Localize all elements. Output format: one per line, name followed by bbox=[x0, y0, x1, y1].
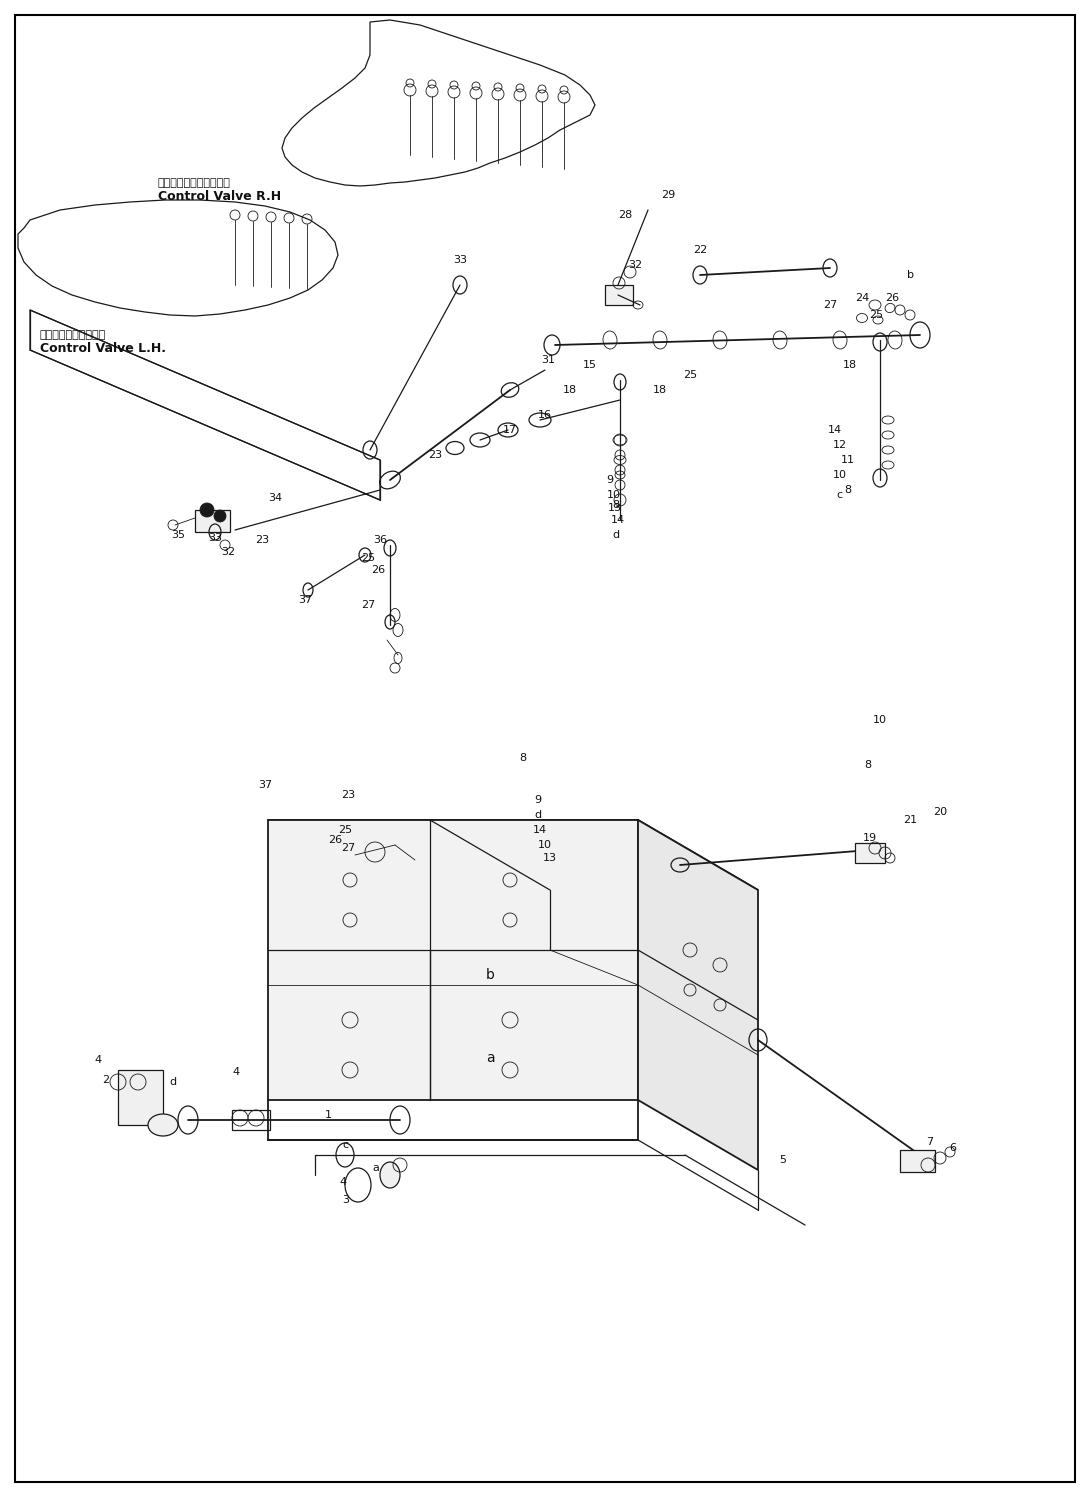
Text: 14: 14 bbox=[828, 425, 843, 436]
Text: 18: 18 bbox=[562, 385, 577, 395]
Text: 26: 26 bbox=[371, 564, 385, 575]
Text: 24: 24 bbox=[855, 293, 869, 302]
Text: 13: 13 bbox=[608, 503, 622, 513]
Text: Control Valve R.H: Control Valve R.H bbox=[158, 190, 281, 202]
Text: 12: 12 bbox=[833, 440, 847, 451]
Text: 25: 25 bbox=[869, 310, 883, 320]
Text: 8: 8 bbox=[520, 753, 531, 763]
Text: 8: 8 bbox=[613, 500, 623, 510]
Text: 33: 33 bbox=[208, 533, 222, 543]
Text: 26: 26 bbox=[885, 293, 899, 302]
Text: 9: 9 bbox=[535, 795, 545, 805]
Text: 17: 17 bbox=[502, 425, 517, 436]
Text: 8: 8 bbox=[864, 760, 875, 769]
Text: 20: 20 bbox=[933, 807, 947, 817]
Text: コントロ・・ルバルブ右: コントロ・・ルバルブ右 bbox=[158, 178, 231, 189]
Text: 10: 10 bbox=[833, 470, 847, 481]
Text: 23: 23 bbox=[255, 534, 269, 545]
Circle shape bbox=[214, 510, 226, 522]
Text: 25: 25 bbox=[361, 552, 375, 563]
Text: 8: 8 bbox=[845, 485, 856, 496]
Text: 32: 32 bbox=[628, 260, 642, 269]
Text: 31: 31 bbox=[541, 355, 555, 365]
Text: d: d bbox=[170, 1076, 180, 1087]
Text: 29: 29 bbox=[661, 190, 675, 201]
Bar bbox=[900, 1150, 935, 1172]
Text: c: c bbox=[343, 1141, 353, 1150]
Bar bbox=[195, 510, 230, 531]
Bar bbox=[232, 1109, 270, 1130]
Text: 37: 37 bbox=[298, 594, 312, 605]
Text: 23: 23 bbox=[341, 790, 355, 799]
Text: コントロールバルブ左: コントロールバルブ左 bbox=[40, 329, 106, 340]
Text: 32: 32 bbox=[221, 546, 235, 557]
Text: 2: 2 bbox=[102, 1075, 113, 1085]
Text: b: b bbox=[485, 969, 495, 982]
Text: 25: 25 bbox=[683, 370, 698, 380]
Polygon shape bbox=[268, 820, 638, 1100]
Text: 35: 35 bbox=[171, 530, 185, 540]
Bar bbox=[118, 1070, 164, 1126]
Text: 3: 3 bbox=[342, 1195, 353, 1205]
Bar bbox=[605, 284, 633, 305]
Text: 33: 33 bbox=[453, 254, 467, 265]
Text: a: a bbox=[373, 1163, 384, 1174]
Polygon shape bbox=[638, 820, 758, 1171]
Text: 26: 26 bbox=[328, 835, 342, 844]
Text: d: d bbox=[535, 810, 545, 820]
Text: 18: 18 bbox=[653, 385, 667, 395]
Text: 4: 4 bbox=[95, 1055, 106, 1064]
Text: 14: 14 bbox=[610, 515, 625, 525]
Text: 10: 10 bbox=[873, 716, 887, 725]
Text: 7: 7 bbox=[926, 1138, 937, 1147]
Text: 37: 37 bbox=[258, 780, 272, 790]
Text: 1: 1 bbox=[325, 1109, 336, 1120]
Polygon shape bbox=[268, 820, 758, 891]
Text: c: c bbox=[837, 490, 847, 500]
Text: 19: 19 bbox=[863, 832, 877, 843]
Text: 10: 10 bbox=[607, 490, 621, 500]
Text: b: b bbox=[907, 269, 918, 280]
Text: 4: 4 bbox=[232, 1067, 243, 1076]
Text: Control Valve L.H.: Control Valve L.H. bbox=[40, 341, 166, 355]
Text: d: d bbox=[613, 530, 623, 540]
Text: 11: 11 bbox=[841, 455, 855, 466]
Text: 23: 23 bbox=[428, 451, 443, 460]
Text: 5: 5 bbox=[779, 1156, 790, 1165]
Text: 10: 10 bbox=[538, 840, 552, 850]
Text: 21: 21 bbox=[903, 814, 917, 825]
Text: 25: 25 bbox=[338, 825, 352, 835]
Ellipse shape bbox=[148, 1114, 178, 1136]
Text: 18: 18 bbox=[843, 359, 857, 370]
Text: 14: 14 bbox=[533, 825, 547, 835]
Text: 13: 13 bbox=[543, 853, 557, 862]
Text: 15: 15 bbox=[583, 359, 597, 370]
Text: 22: 22 bbox=[693, 246, 707, 254]
Text: 27: 27 bbox=[823, 299, 837, 310]
Text: 6: 6 bbox=[949, 1144, 960, 1153]
Circle shape bbox=[199, 503, 214, 516]
Text: 4: 4 bbox=[340, 1177, 350, 1187]
Text: 27: 27 bbox=[341, 843, 355, 853]
Text: 34: 34 bbox=[268, 493, 282, 503]
Text: 36: 36 bbox=[373, 534, 387, 545]
Bar bbox=[855, 843, 885, 862]
Ellipse shape bbox=[380, 1162, 400, 1189]
Text: 16: 16 bbox=[538, 410, 552, 421]
Text: a: a bbox=[486, 1051, 494, 1064]
Text: 9: 9 bbox=[607, 475, 617, 485]
Text: 27: 27 bbox=[361, 600, 375, 609]
Text: 28: 28 bbox=[618, 210, 632, 220]
